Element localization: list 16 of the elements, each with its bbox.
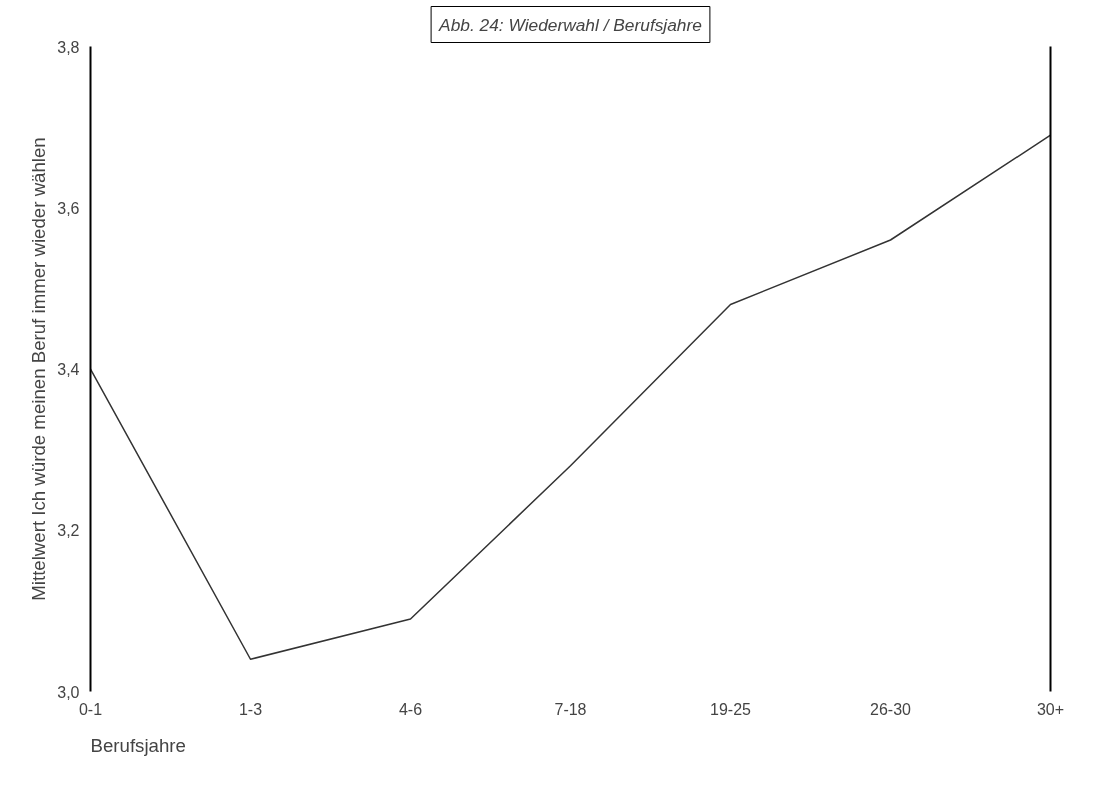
x-tick-label: 30+ <box>1036 700 1065 718</box>
line-series <box>90 134 1051 660</box>
x-tick-label: 4-6 <box>398 700 423 718</box>
x-tick-label: 7-18 <box>554 700 587 718</box>
y-tick-label: 3,4 <box>57 361 80 378</box>
y-axis-title: Mittelwert Ich würde meinen Beruf immer wieder wählen <box>28 137 50 601</box>
x-tick-label: 0-1 <box>78 700 103 718</box>
y-tick-label: 3,6 <box>57 199 80 217</box>
y-tick-label: 3,0 <box>57 683 80 701</box>
x-tick-label: 19-25 <box>710 700 752 718</box>
chart-title: Abb. 24: Wiederwahl / Berufsjahre <box>438 14 702 35</box>
x-tick-label: 1-3 <box>238 700 263 718</box>
y-tick-label: 3,2 <box>57 522 80 540</box>
y-tick-label: 3,8 <box>57 38 80 56</box>
x-tick-label: 26-30 <box>870 700 912 718</box>
x-axis-title: Berufsjahre <box>90 734 186 756</box>
